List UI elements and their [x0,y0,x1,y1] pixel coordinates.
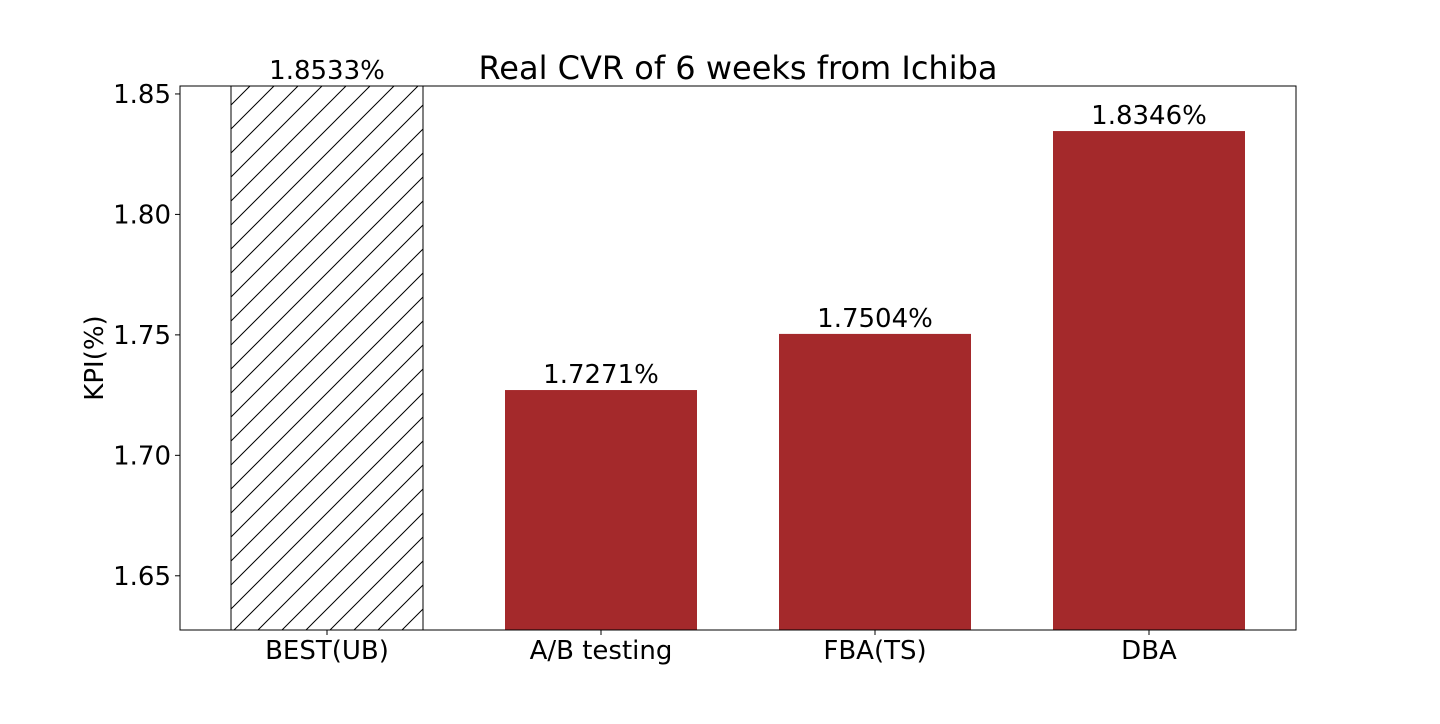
y-tick-label: 1.70 [113,441,171,471]
data-label: 1.7504% [817,304,933,334]
data-label: 1.8346% [1091,101,1207,131]
x-tick-label: DBA [1121,636,1177,666]
y-tick-label: 1.85 [113,80,171,110]
y-tick-label: 1.75 [113,321,171,351]
y-tick-label: 1.80 [113,200,171,230]
bar-4 [1053,131,1245,631]
x-axis: BEST(UB) A/B testing FBA(TS) DBA [265,630,1177,666]
y-axis: 1.65 1.70 1.75 1.80 1.85 [113,80,180,592]
data-labels: 1.8533% 1.7271% 1.7504% 1.8346% [269,56,1207,390]
bar-3 [779,333,971,630]
x-tick-label: BEST(UB) [265,636,389,666]
data-label: 1.7271% [543,360,659,390]
bar-2 [505,390,697,630]
data-label: 1.8533% [269,56,385,86]
bars-layer [230,85,1245,631]
y-tick-label: 1.65 [113,562,171,592]
bar-1 [230,85,424,631]
y-axis-label: KPI(%) [80,315,110,400]
plot-area-frame [179,85,1297,631]
x-tick-label: FBA(TS) [823,636,926,666]
x-tick-label: A/B testing [530,636,673,666]
chart-title: Real CVR of 6 weeks from Ichiba [478,49,997,87]
